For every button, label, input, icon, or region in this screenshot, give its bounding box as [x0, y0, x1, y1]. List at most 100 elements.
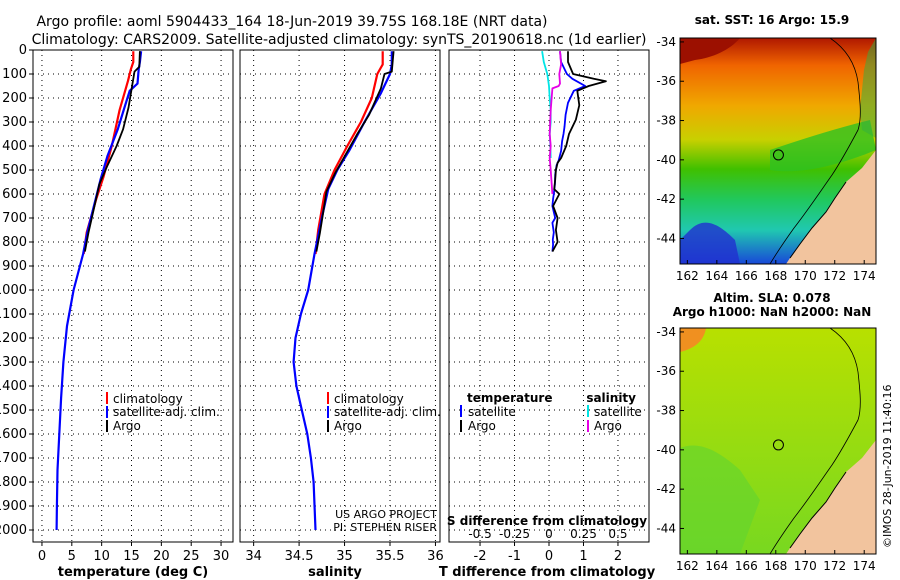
- x-tick-label: 34: [245, 549, 262, 564]
- lat-tick-label: -38: [656, 114, 676, 128]
- difference-legend: temperature salinity satellite Argo sate…: [460, 391, 642, 433]
- salinity-series: [292, 51, 395, 531]
- salinity-gridlines: [240, 49, 440, 542]
- lat-tick-label: -40: [656, 443, 676, 457]
- salinity-legend: climatology satellite-adj. clim. Argo: [327, 392, 441, 433]
- series-line-climatology: [314, 51, 384, 255]
- lat-tick-label: -34: [656, 35, 676, 49]
- sla-coastline: [789, 471, 847, 549]
- sst-landmass: [786, 150, 876, 264]
- project-annotation: US ARGO PROJECT: [335, 508, 437, 521]
- lat-tick-label: -42: [656, 192, 676, 206]
- legend-satellite-label: satellite-adj. clim.: [113, 405, 220, 419]
- lon-tick-label: 174: [853, 269, 876, 283]
- sla-map-frame: [679, 327, 877, 555]
- x-tick-label: -2: [474, 549, 487, 564]
- legend-temperature-title: temperature: [467, 391, 552, 405]
- depth-tick-label: 1400: [0, 379, 27, 394]
- x-tick-label: 20: [153, 549, 170, 564]
- x-tick-label: 25: [183, 549, 200, 564]
- depth-tick-label: 1200: [0, 331, 27, 346]
- sst-cool-patch: [680, 222, 740, 264]
- x-tick-label: 0: [38, 549, 46, 564]
- sst-map-frame: [679, 37, 877, 265]
- depth-tick-label: 700: [2, 211, 27, 226]
- depth-tick-label: 1000: [0, 283, 27, 298]
- x-tick-label: 35.5: [376, 549, 405, 564]
- lon-tick-label: 166: [735, 269, 758, 283]
- sla-map: Altim. SLA: 0.078 Argo h1000: NaN h2000:…: [656, 291, 877, 573]
- depth-tick-label: 1600: [0, 427, 27, 442]
- x-tick-label: 2: [614, 549, 622, 564]
- legend-t-argo-label: Argo: [468, 419, 496, 433]
- sst-bathymetry-contour: [769, 38, 861, 264]
- series-line-s-argo: [548, 51, 562, 195]
- depth-tick-label: 500: [2, 163, 27, 178]
- legend-s-satellite-label: satellite: [594, 405, 642, 419]
- depth-tick-label: 1300: [0, 355, 27, 370]
- depth-tick-label: 2000: [0, 523, 27, 538]
- temperature-x-ticks: 0 5 10 15 20 25 30: [38, 542, 229, 564]
- lat-tick-label: -42: [656, 482, 676, 496]
- lon-tick-label: 164: [705, 269, 728, 283]
- sst-green-tongue: [770, 120, 876, 172]
- series-line-argo: [315, 51, 395, 252]
- x-tick-label: 15: [123, 549, 140, 564]
- sla-map-title: Altim. SLA: 0.078: [713, 291, 830, 305]
- sst-map-title: sat. SST: 16 Argo: 15.9: [695, 13, 849, 27]
- depth-tick-label: 900: [2, 259, 27, 274]
- difference-series: [541, 51, 607, 253]
- series-line-s-satellite: [541, 51, 552, 159]
- sla-high-patch: [680, 328, 706, 352]
- lat-tick-label: -36: [656, 74, 676, 88]
- temperature-plot-frame: [32, 49, 234, 543]
- temperature-x-label: temperature (deg C): [58, 565, 208, 580]
- lon-tick-label: 170: [794, 559, 817, 573]
- sla-map-subtitle: Argo h1000: NaN h2000: NaN: [673, 305, 872, 319]
- legend-salinity-title: salinity: [586, 391, 636, 405]
- lat-tick-label: -34: [656, 325, 676, 339]
- lat-tick-label: -44: [656, 231, 676, 245]
- sla-landmass: [786, 440, 876, 554]
- sla-map-ticks: 162 164 166 168 170 172 174 -34 -36 -38 -40 -42 -44: [656, 325, 875, 573]
- difference-panel: -2 -1 0 1 2 -0.5 -0.25 0 0.25 0.5 T difference fr…: [439, 49, 656, 580]
- lat-tick-label: -40: [656, 153, 676, 167]
- series-line-argo: [84, 51, 141, 252]
- legend-s-argo-label: Argo: [594, 419, 622, 433]
- legend-climatology-label: climatology: [334, 392, 404, 406]
- temperature-legend: climatology satellite-adj. clim. Argo: [106, 392, 220, 433]
- legend-satellite-label: satellite-adj. clim.: [334, 405, 441, 419]
- lat-tick-label: -38: [656, 404, 676, 418]
- sst-land-shadow: [860, 38, 876, 138]
- salinity-x-label: salinity: [308, 565, 362, 580]
- depth-tick-label: 1100: [0, 307, 27, 322]
- lon-tick-label: 172: [823, 269, 846, 283]
- lon-tick-label: 168: [764, 269, 787, 283]
- difference-gridlines: [449, 49, 649, 542]
- depth-tick-label: 200: [2, 91, 27, 106]
- lat-tick-label: -44: [656, 521, 676, 535]
- salinity-difference-label: S difference from climatology: [447, 514, 647, 528]
- difference-x-ticks: -2 -1 0 1 2 -0.5 -0.25 0 0.25 0.5: [468, 527, 627, 564]
- depth-tick-label: 1800: [0, 475, 27, 490]
- x-tick-label: 10: [93, 549, 110, 564]
- pi-annotation: PI: STEPHEN RISER: [333, 521, 437, 534]
- credit-text: ©IMOS 28-Jun-2019 11:40:16: [881, 384, 894, 548]
- depth-tick-label: 300: [2, 115, 27, 130]
- salinity-panel: 34 34.5 35 35.5 36 salinity climatology sate…: [239, 49, 444, 580]
- sst-argo-marker: [772, 149, 784, 161]
- depth-tick-label: 800: [2, 235, 27, 250]
- temperature-gridlines: [33, 49, 233, 542]
- salinity-diff-tick-label: -0.5: [468, 527, 491, 541]
- legend-t-satellite-label: satellite: [468, 405, 516, 419]
- salinity-diff-tick-label: 0: [545, 527, 553, 541]
- depth-tick-label: 1900: [0, 499, 27, 514]
- sla-argo-marker: [772, 439, 784, 451]
- x-tick-label: 36: [427, 549, 444, 564]
- legend-climatology-label: climatology: [113, 392, 183, 406]
- x-tick-label: -1: [508, 549, 521, 564]
- x-tick-label: 0: [545, 549, 553, 564]
- salinity-diff-tick-label: -0.25: [499, 527, 530, 541]
- salinity-plot-frame: [239, 49, 441, 543]
